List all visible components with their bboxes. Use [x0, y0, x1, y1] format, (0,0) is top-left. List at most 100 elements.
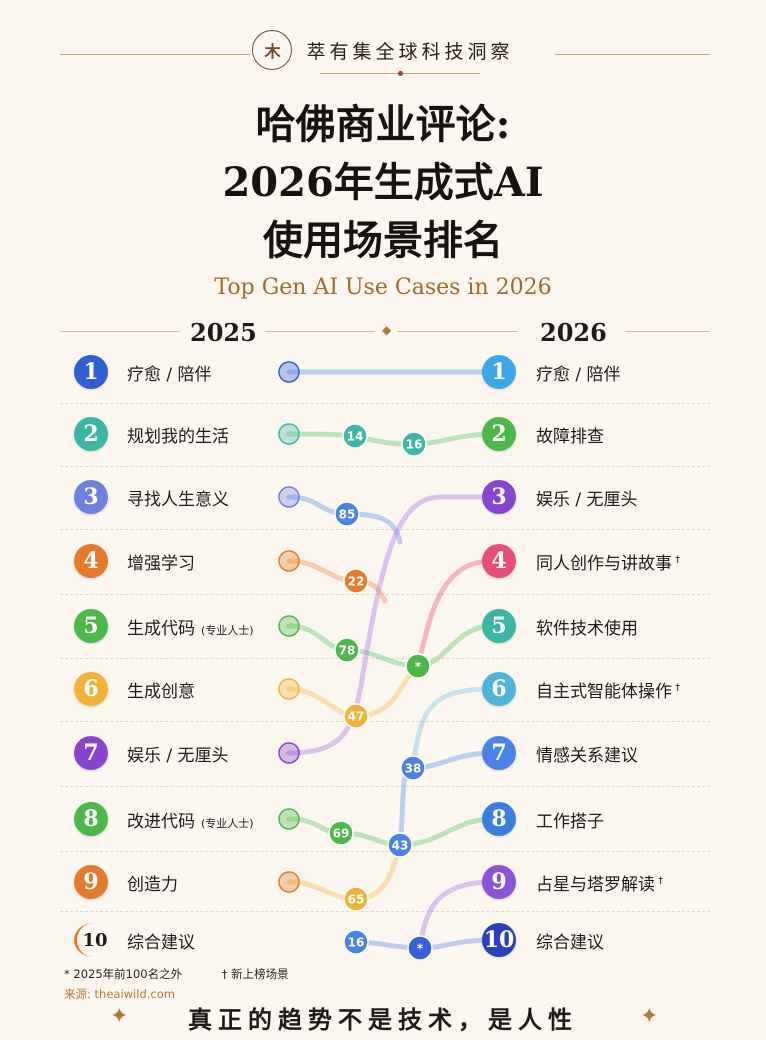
- year-rule-3: [398, 331, 518, 332]
- row-divider: [60, 850, 710, 852]
- flow-rank-badge-text: 78: [339, 644, 356, 658]
- list-item-note: (专业人士): [201, 817, 254, 830]
- flow-rank-badge-text: 43: [392, 839, 409, 853]
- list-item-label-2025: 增强学习: [127, 554, 195, 574]
- rank-badge-2025: 8: [74, 802, 108, 836]
- row-divider: [60, 911, 710, 912]
- flow-rank-badge-text: 65: [348, 893, 365, 907]
- rank-badge-2025: 10: [74, 923, 113, 957]
- rank-badge-2026: 10: [482, 923, 516, 957]
- list-item-label-2025: 娱乐 / 无厘头: [127, 746, 229, 766]
- rank-badge-2026: 5: [482, 609, 516, 643]
- flow-rank-badge-text: 16: [348, 936, 365, 950]
- header-rule-left: [60, 54, 250, 55]
- list-item-label-2025: 综合建议: [127, 933, 195, 953]
- list-item-label-2026: 同人创作与讲故事 †: [536, 554, 681, 574]
- rank-badge-2025: 7: [74, 736, 108, 770]
- flow-rank-badge: [387, 832, 413, 858]
- row-divider: [60, 593, 710, 595]
- flow-rank-badge: [343, 703, 369, 729]
- row-divider: [60, 403, 710, 404]
- flow-line-12: [286, 842, 403, 902]
- list-item-label-2026: 自主式智能体操作 †: [536, 682, 681, 702]
- list-item-note: (专业人士): [201, 624, 254, 637]
- flow-rank-badge: [342, 423, 368, 449]
- rank-badge-2026: 1: [482, 355, 516, 389]
- flow-rank-badge-text: 22: [348, 575, 365, 589]
- flow-rank-badge: [343, 568, 369, 594]
- flow-start-dot: [278, 486, 300, 508]
- rank-badge-2026: 3: [482, 480, 516, 514]
- brand-logo: 木: [252, 30, 293, 70]
- flow-rank-badge: [334, 501, 360, 527]
- flow-line-4: [286, 558, 388, 604]
- year-2026: 2026: [540, 318, 607, 347]
- rank-badge-2026: 9: [482, 865, 516, 899]
- flow-line-6: [415, 558, 495, 669]
- flow-start-dot: [278, 361, 300, 383]
- diamond-icon: ◆: [382, 323, 392, 337]
- rank-badge-2025: 3: [74, 480, 108, 514]
- red-dot: [398, 71, 403, 76]
- list-item-label-2026: 占星与塔罗解读 †: [536, 875, 664, 895]
- rank-badge-2025: 9: [74, 865, 108, 899]
- flow-start-dot: [278, 871, 300, 893]
- slogan: 真正的趋势不是技术，是人性: [188, 1005, 578, 1034]
- brand-header: 木 萃有集全球科技洞察: [0, 30, 766, 70]
- row-divider: [60, 529, 710, 530]
- new-entry-mark: †: [672, 554, 681, 566]
- flow-start-dot: [278, 678, 300, 700]
- list-item-label-2025: 生成创意: [127, 682, 195, 702]
- list-item-label-2026: 故障排查: [536, 427, 604, 447]
- flow-rank-badge-text: 47: [348, 710, 365, 724]
- row-divider: [60, 786, 710, 787]
- flow-rank-badge-text: 16: [406, 438, 423, 452]
- list-item-label-2025: 创造力: [127, 875, 178, 895]
- footnotes: * 2025年前100名之外 † 新上榜场景: [64, 966, 289, 982]
- flow-line-5: [286, 623, 495, 669]
- header-rule-right: [555, 54, 710, 55]
- flow-rank-badge: [343, 929, 369, 955]
- brand-name: 萃有集全球科技洞察: [306, 40, 514, 63]
- rank-badge-2025: 2: [74, 417, 108, 451]
- title-line-2: 2026年生成式AI: [222, 159, 544, 206]
- flow-start-dot: [278, 808, 300, 830]
- rank-badge-2025: 6: [74, 672, 108, 706]
- flow-rank-badge-text: 69: [333, 827, 350, 841]
- footnote-outside: * 2025年前100名之外: [64, 967, 183, 981]
- flow-rank-badge: [334, 637, 360, 663]
- star-icon-left: ✦: [110, 1004, 129, 1029]
- flow-line-9: [286, 816, 495, 848]
- flow-rank-badge: [401, 431, 427, 457]
- new-entry-mark: †: [655, 875, 664, 887]
- flow-line-2: [286, 431, 495, 447]
- flow-start-dot: [278, 615, 300, 637]
- star-icon-right: ✦: [640, 1004, 659, 1029]
- new-entry-mark: †: [672, 682, 681, 694]
- flow-start-dot: [278, 742, 300, 764]
- flow-rank-badge-text: 85: [339, 508, 356, 522]
- rank-badge-2026: 8: [482, 802, 516, 836]
- list-item-label-2026: 软件技术使用: [536, 619, 638, 639]
- rank-badge-2026: 4: [482, 544, 516, 578]
- rank-badge-2025: 1: [74, 355, 108, 389]
- footnote-new: † 新上榜场景: [221, 967, 289, 981]
- list-item-label-2025: 疗愈 / 陪伴: [127, 365, 212, 385]
- flow-rank-badge-text: 38: [405, 762, 422, 776]
- flow-rank-badge: [405, 653, 431, 679]
- row-divider: [60, 465, 710, 467]
- list-item-label-2026: 疗愈 / 陪伴: [536, 365, 621, 385]
- rank-badge-2025: 5: [74, 609, 108, 643]
- list-item-label-2026: 娱乐 / 无厘头: [536, 490, 638, 510]
- source: 来源: theaiwild.com: [64, 987, 175, 1001]
- flow-start-dot: [278, 550, 300, 572]
- rank-badge-2026: 2: [482, 417, 516, 451]
- flow-line-11: [410, 686, 495, 771]
- subtitle: Top Gen AI Use Cases in 2026: [214, 275, 552, 300]
- flow-rank-badge: [400, 755, 426, 781]
- list-item-label-2026: 情感关系建议: [536, 746, 638, 766]
- list-item-label-2025: 改进代码 (专业人士): [127, 812, 254, 832]
- year-rule-4: [625, 331, 710, 332]
- rank-badge-2026: 7: [482, 736, 516, 770]
- flow-line-8: [286, 494, 495, 756]
